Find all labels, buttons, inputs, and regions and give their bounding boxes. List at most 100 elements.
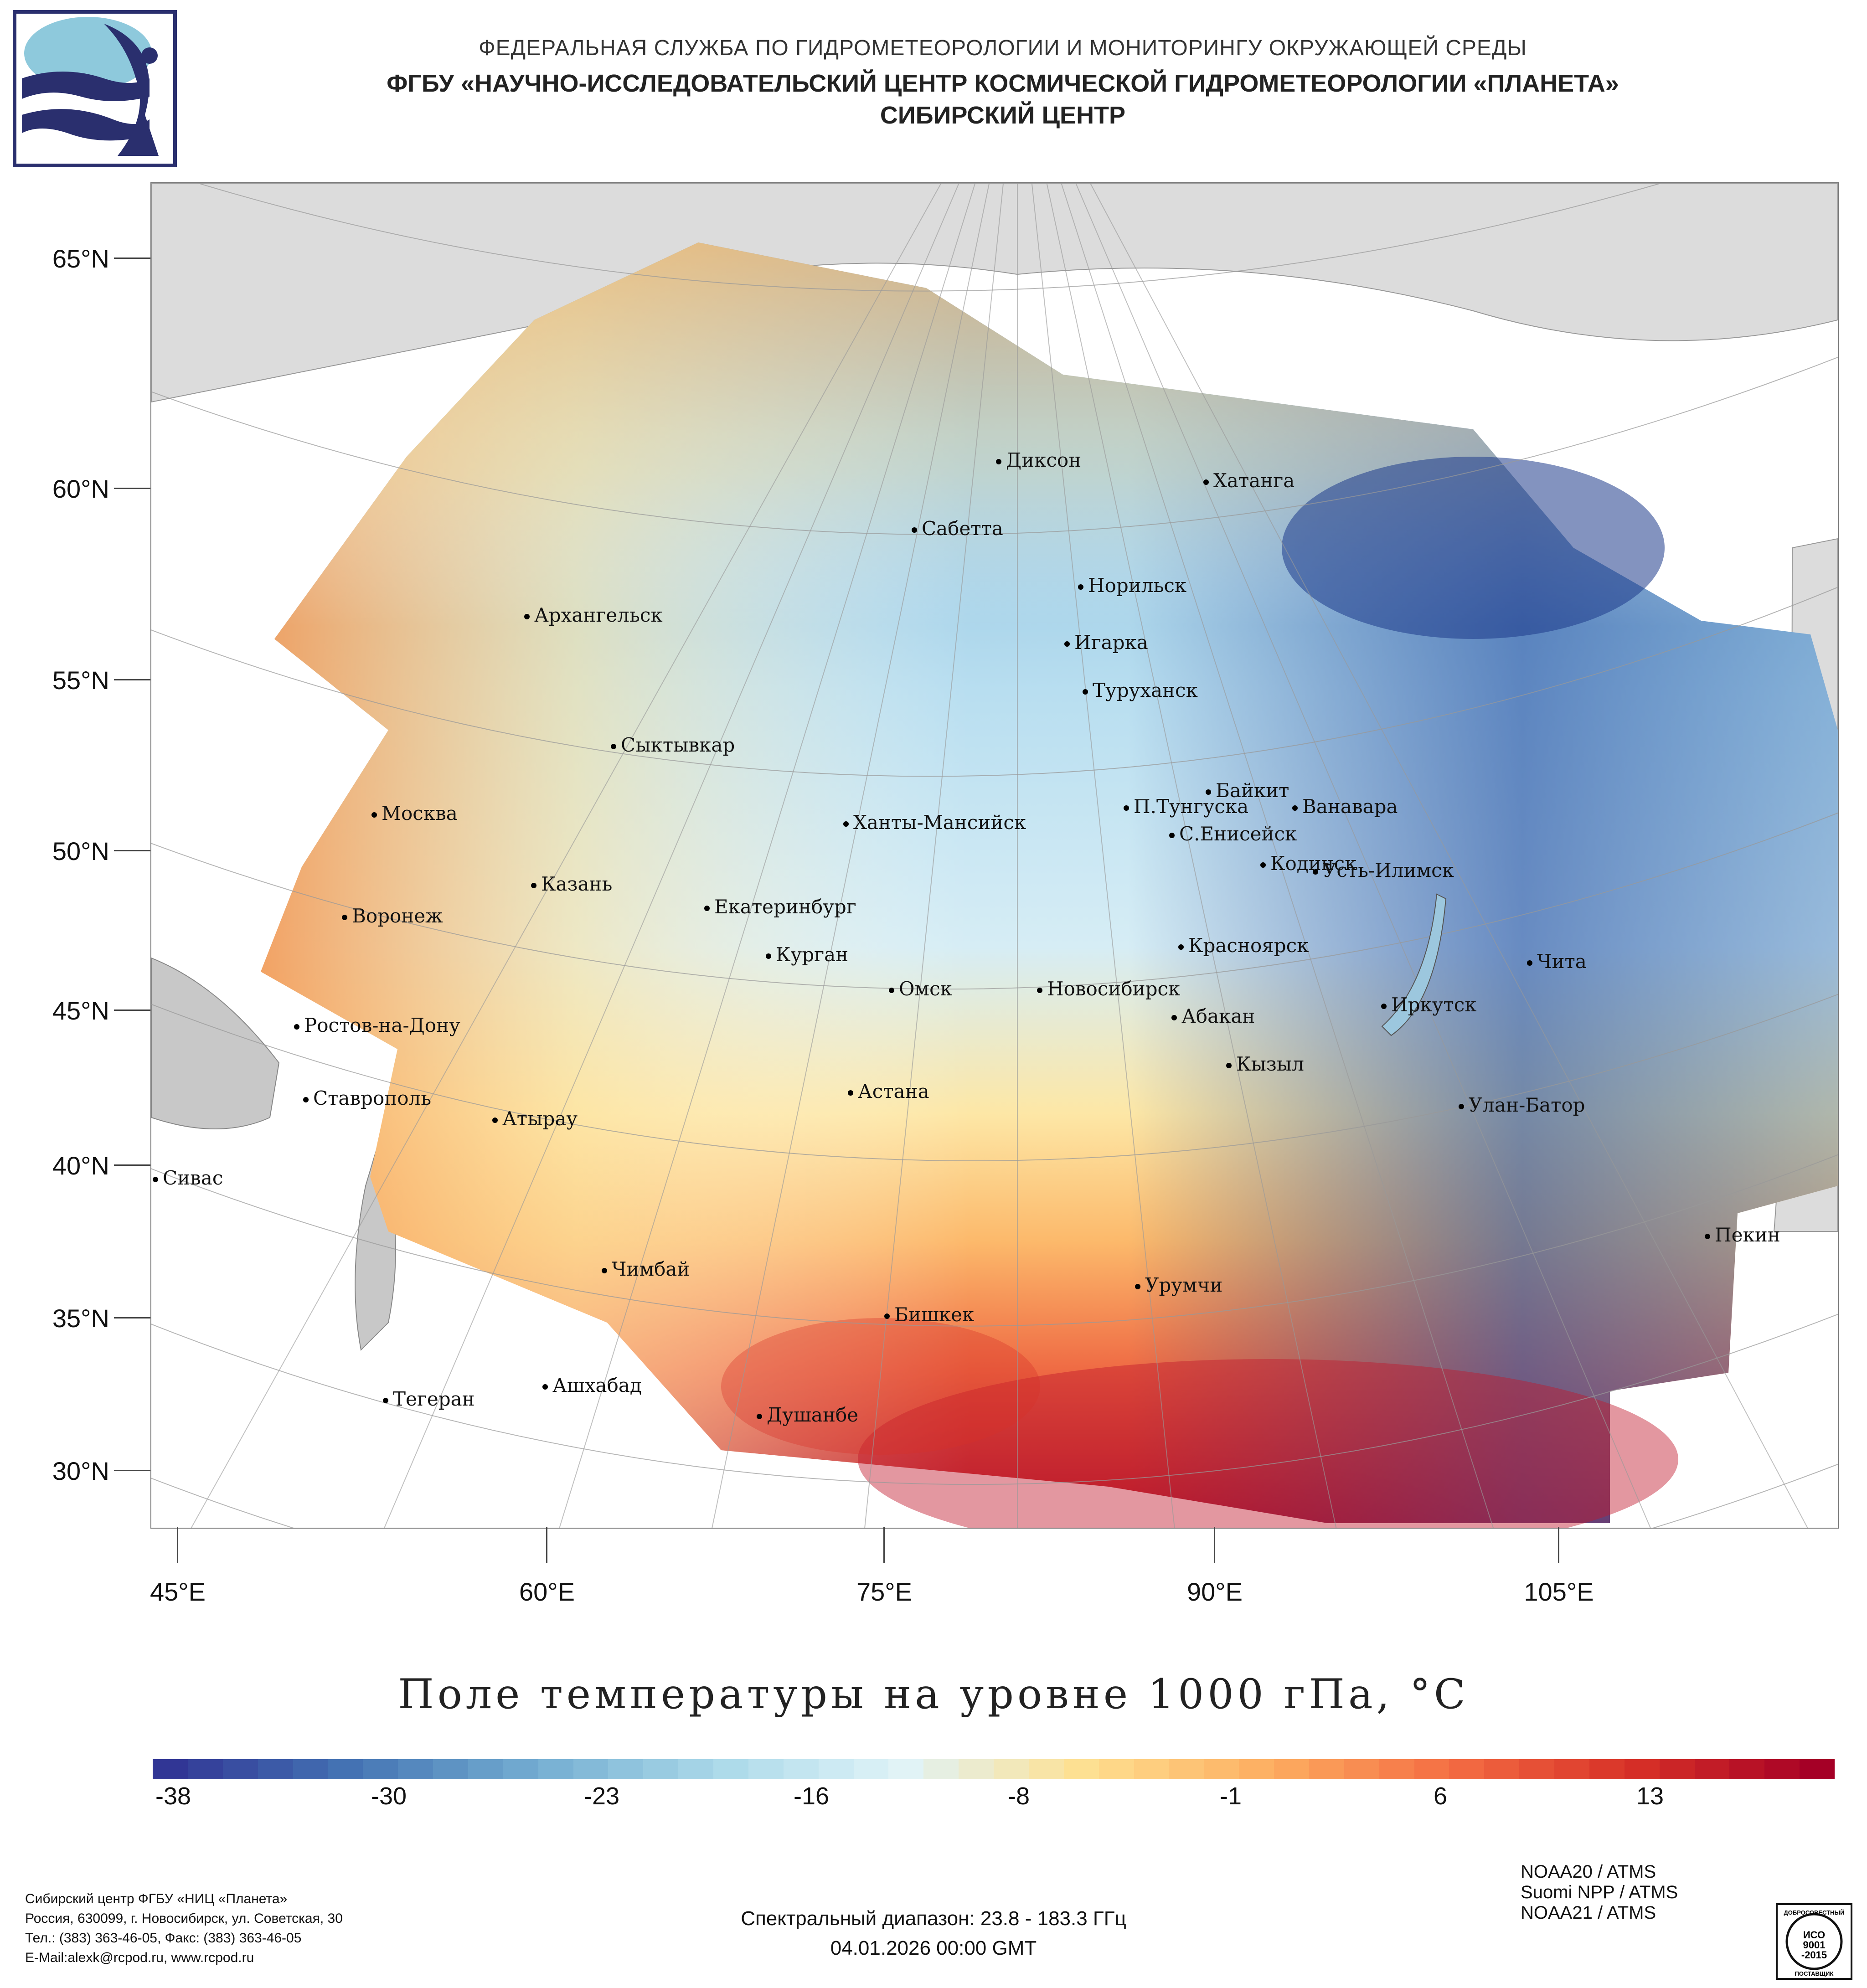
colorbar-segment bbox=[1554, 1759, 1589, 1779]
lat-label-60: 60°N bbox=[52, 474, 109, 503]
colorbar-segment bbox=[222, 1759, 258, 1779]
city-marker bbox=[1135, 1284, 1140, 1289]
city-marker bbox=[1260, 862, 1266, 868]
city-marker bbox=[1037, 988, 1042, 993]
lat-tick bbox=[114, 679, 150, 680]
colorbar-segment bbox=[1764, 1759, 1800, 1779]
colorbar-label: -23 bbox=[583, 1782, 620, 1810]
city-label: Ставрополь bbox=[313, 1087, 432, 1109]
city-label: Сыктывкар bbox=[621, 734, 735, 756]
sensor-noaa21: NOAA21 / ATMS bbox=[1521, 1903, 1656, 1923]
city-baikit: Байкит bbox=[1206, 779, 1289, 802]
black-sea bbox=[151, 957, 280, 1129]
city-label: Атырау bbox=[502, 1107, 578, 1130]
city-label: Норильск bbox=[1088, 574, 1187, 597]
lat-label-65: 65°N bbox=[52, 244, 109, 273]
city-label: Сивас bbox=[163, 1167, 223, 1189]
colorbar-segment bbox=[678, 1759, 713, 1779]
colorbar-label: -38 bbox=[155, 1782, 191, 1810]
spectral-range: Спектральный диапазон: 23.8 - 183.3 ГГц bbox=[741, 1907, 1126, 1930]
city-marker bbox=[1381, 1004, 1387, 1009]
colorbar-segment bbox=[1449, 1759, 1485, 1779]
colorbar-segment bbox=[1379, 1759, 1414, 1779]
city-marker bbox=[153, 1177, 158, 1182]
city-marker bbox=[602, 1268, 607, 1273]
city-label: Казань bbox=[541, 873, 613, 895]
colorbar-segment bbox=[433, 1759, 468, 1779]
lon-tick bbox=[177, 1527, 178, 1563]
lat-tick bbox=[114, 488, 150, 489]
colorbar-segment bbox=[1134, 1759, 1169, 1779]
city-astana: Астана bbox=[848, 1080, 929, 1102]
city-label: Бишкек bbox=[894, 1303, 975, 1326]
colorbar-label: 6 bbox=[1433, 1782, 1448, 1810]
lat-tick bbox=[114, 1470, 150, 1471]
footer-phone: Тел.: (383) 363-46-05, Факс: (383) 363-4… bbox=[25, 1931, 302, 1946]
city-marker bbox=[1206, 789, 1211, 795]
city-marker bbox=[531, 883, 536, 888]
colorbar-segment bbox=[153, 1759, 188, 1779]
colorbar-segment bbox=[818, 1759, 854, 1779]
city-label: Байкит bbox=[1216, 779, 1289, 802]
footer-org: Сибирский центр ФГБУ «НИЦ «Планета» bbox=[25, 1891, 288, 1906]
colorbar-segment bbox=[1204, 1759, 1239, 1779]
colorbar-label: -16 bbox=[793, 1782, 830, 1810]
city-arkhangelsk: Архангельск bbox=[524, 604, 663, 626]
city-marker bbox=[1292, 805, 1298, 811]
colorbar-segment bbox=[573, 1759, 609, 1779]
city-marker bbox=[342, 915, 347, 920]
iso-top-text: ДОБРОСОВЕСТНЫЙ bbox=[1784, 1909, 1844, 1916]
city-irkutsk: Иркутск bbox=[1381, 994, 1476, 1016]
city-moskva: Москва bbox=[371, 802, 458, 824]
city-label: Курган bbox=[776, 943, 849, 966]
colorbar-segment bbox=[1344, 1759, 1379, 1779]
city-vanavara: Ванавара bbox=[1292, 795, 1398, 818]
city-label: Москва bbox=[382, 802, 458, 824]
city-syktyvkar: Сыктывкар bbox=[611, 734, 735, 756]
city-marker bbox=[1459, 1104, 1464, 1109]
colorbar-segment bbox=[1589, 1759, 1625, 1779]
city-label: Красноярск bbox=[1188, 934, 1309, 957]
city-marker bbox=[303, 1097, 309, 1102]
city-marker bbox=[524, 614, 530, 619]
colorbar-segment bbox=[1414, 1759, 1449, 1779]
city-marker bbox=[766, 953, 771, 959]
city-label: Хатанга bbox=[1213, 469, 1295, 492]
city-label: Астана bbox=[858, 1080, 929, 1102]
sensor-noaa20: NOAA20 / ATMS bbox=[1521, 1862, 1656, 1882]
cold-zone bbox=[1282, 457, 1665, 639]
city-label: Урумчи bbox=[1145, 1274, 1223, 1296]
city-bishkek: Бишкек bbox=[884, 1303, 974, 1326]
city-label: С.Енисейск bbox=[1179, 823, 1297, 845]
city-label: Усть-Илимск bbox=[1323, 859, 1454, 881]
colorbar-segment bbox=[187, 1759, 223, 1779]
colorbar-segment bbox=[888, 1759, 924, 1779]
colorbar-segment bbox=[1519, 1759, 1554, 1779]
city-label: Игарка bbox=[1074, 631, 1148, 654]
city-label: Сабетта bbox=[922, 517, 1003, 540]
city-marker bbox=[996, 459, 1001, 464]
temperature-map bbox=[150, 182, 1839, 1529]
lon-tick bbox=[1214, 1527, 1215, 1563]
lon-tick bbox=[883, 1527, 885, 1563]
city-marker bbox=[1169, 833, 1175, 838]
city-label: Улан-Батор bbox=[1469, 1094, 1585, 1116]
city-label: Архангельск bbox=[534, 604, 663, 626]
city-kurgan: Курган bbox=[766, 943, 848, 966]
sensor-suomi: Suomi NPP / ATMS bbox=[1521, 1882, 1678, 1902]
colorbar-label: -30 bbox=[371, 1782, 407, 1810]
city-abakan: Абакан bbox=[1171, 1005, 1255, 1027]
city-marker bbox=[1527, 960, 1532, 966]
lat-label-50: 50°N bbox=[52, 837, 109, 865]
city-marker bbox=[383, 1398, 388, 1403]
lat-tick bbox=[114, 1164, 150, 1166]
city-marker bbox=[1178, 944, 1184, 950]
city-label: Чимбай bbox=[612, 1258, 690, 1280]
colorbar-label: -8 bbox=[1007, 1782, 1030, 1810]
city-marker bbox=[1064, 641, 1070, 647]
colorbar-segment bbox=[468, 1759, 503, 1779]
lon-tick bbox=[546, 1527, 547, 1563]
city-marker bbox=[1203, 479, 1209, 485]
lat-tick bbox=[114, 1009, 150, 1011]
city-norilsk: Норильск bbox=[1078, 574, 1186, 597]
